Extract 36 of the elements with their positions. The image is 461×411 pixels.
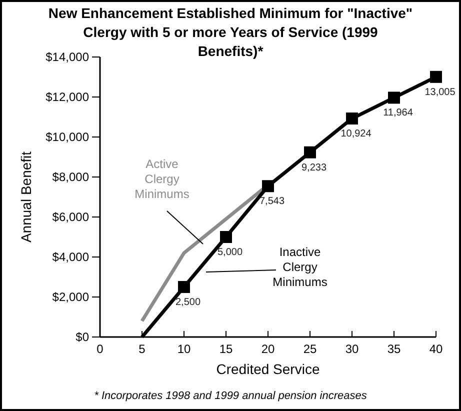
point (262, 180, 274, 192)
x-tick-label: 20 (261, 342, 275, 356)
point (388, 92, 400, 104)
y-tick-label: $2,000 (52, 290, 90, 304)
x-tick-label: 30 (345, 342, 359, 356)
x-tick-label: 5 (138, 342, 146, 356)
text: Active Clergy Minimums (134, 157, 190, 201)
text: Inactive Clergy Minimums (272, 245, 328, 289)
data-label: 10,924 (340, 128, 372, 140)
text: * Incorporates 1998 and 1999 annual pension increases (94, 390, 368, 402)
data-label: 11,964 (383, 108, 414, 119)
x-tick-label: 10 (177, 342, 191, 356)
point (178, 281, 190, 293)
x-tick-label: 0 (96, 342, 104, 356)
x-axis-title: Credited Service (216, 361, 320, 377)
y-axis-title: Annual Benefit (18, 151, 34, 243)
y-tick-label: $0 (76, 330, 90, 344)
x-tick-label: 40 (429, 342, 443, 356)
y-tick-label: $14,000 (46, 50, 90, 64)
data-label: 7,543 (259, 196, 285, 208)
y-tick-label: $10,000 (46, 130, 90, 144)
point (430, 70, 442, 83)
data-label: 5,000 (217, 247, 243, 258)
data-label: 2,500 (175, 297, 201, 308)
point (346, 112, 358, 125)
x-tick-label: 15 (219, 342, 233, 356)
y-tick-label: $6,000 (52, 210, 90, 224)
x-tick-label: 35 (387, 342, 401, 356)
point (304, 146, 316, 158)
point (220, 231, 232, 243)
y-tick-label: $8,000 (52, 170, 90, 184)
data-label: 9,233 (301, 162, 327, 174)
y-tick-label: $4,000 (52, 250, 90, 264)
y-tick-label: $12,000 (46, 90, 90, 104)
data-label: 13,005 (424, 86, 456, 98)
x-tick-label: 25 (303, 342, 317, 356)
